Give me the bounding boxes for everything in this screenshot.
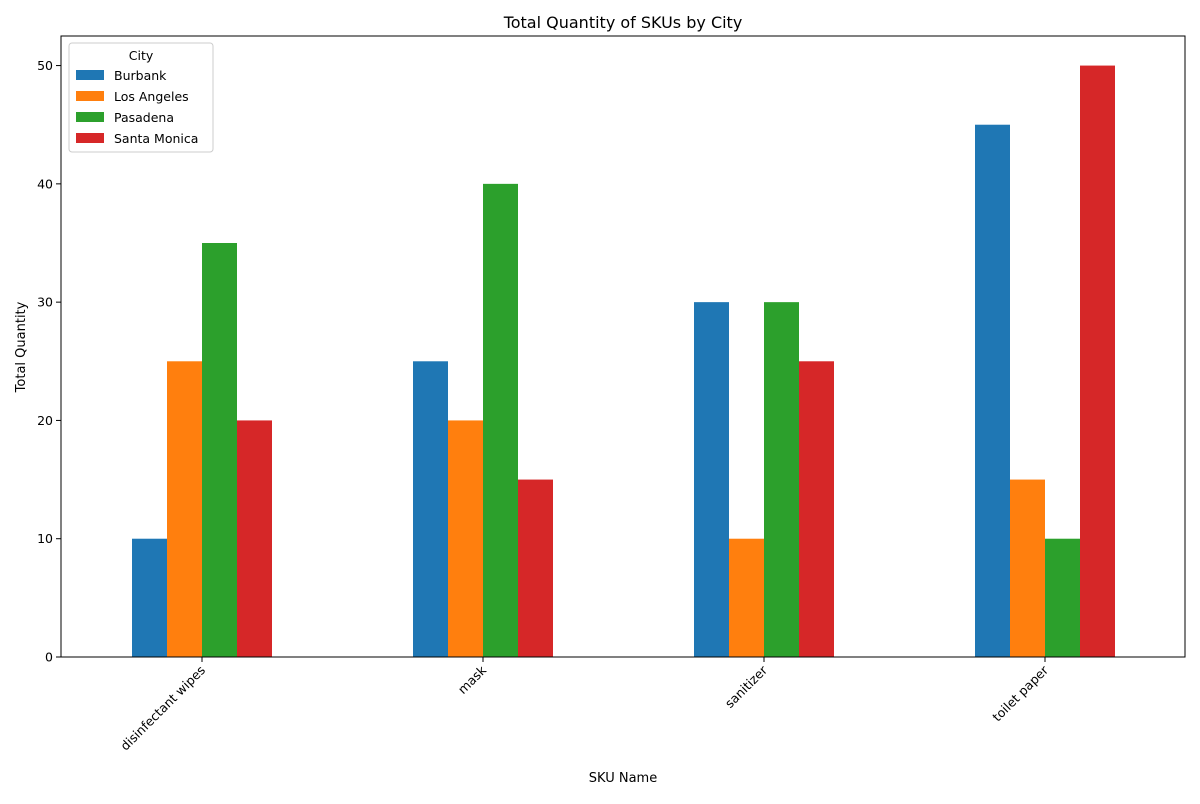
bar bbox=[413, 361, 448, 657]
bar bbox=[237, 420, 272, 657]
bar bbox=[448, 420, 483, 657]
y-axis-label: Total Quantity bbox=[14, 301, 29, 393]
bar bbox=[167, 361, 202, 657]
legend-swatch bbox=[76, 112, 104, 122]
y-tick-label: 10 bbox=[37, 531, 53, 546]
bars-layer bbox=[132, 65, 1115, 658]
legend-swatch bbox=[76, 70, 104, 80]
legend: City Burbank Los Angeles Pasadena Santa Mon… bbox=[68, 42, 214, 153]
bar bbox=[132, 538, 167, 657]
chart-title: Total Quantity of SKUs by City bbox=[503, 13, 743, 32]
legend-entry-label: Burbank bbox=[114, 68, 167, 83]
bar bbox=[1045, 538, 1080, 657]
bar bbox=[729, 538, 764, 657]
legend-title: City bbox=[129, 48, 154, 63]
bar bbox=[694, 302, 729, 657]
bar bbox=[1080, 65, 1115, 658]
y-tick-label: 20 bbox=[37, 413, 53, 428]
legend-entry-label: Los Angeles bbox=[114, 89, 189, 104]
y-axis: 0 10 20 30 40 50 bbox=[37, 58, 61, 665]
y-tick-label: 30 bbox=[37, 295, 53, 310]
bar bbox=[975, 124, 1010, 657]
bar bbox=[202, 243, 237, 657]
legend-swatch bbox=[76, 133, 104, 143]
legend-entry-label: Santa Monica bbox=[114, 131, 198, 146]
bar bbox=[483, 183, 518, 657]
legend-entry-label: Pasadena bbox=[114, 110, 174, 125]
y-tick-label: 0 bbox=[45, 650, 53, 665]
x-axis-label: SKU Name bbox=[589, 771, 657, 786]
y-tick-label: 40 bbox=[37, 176, 53, 191]
bar bbox=[799, 361, 834, 657]
bar bbox=[1010, 479, 1045, 657]
bar bbox=[764, 302, 799, 657]
legend-frame bbox=[68, 42, 214, 153]
legend-swatch bbox=[76, 91, 104, 101]
plot-frame bbox=[60, 35, 1186, 658]
y-tick-label: 50 bbox=[37, 58, 53, 73]
bar bbox=[518, 479, 553, 657]
